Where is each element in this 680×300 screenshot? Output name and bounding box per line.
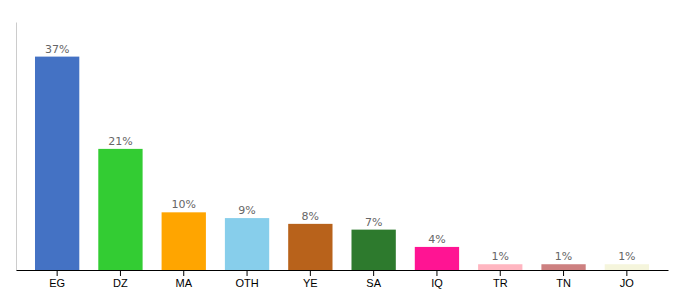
x-tick: IQ bbox=[431, 270, 443, 289]
bar bbox=[541, 264, 585, 270]
x-tick-label: TN bbox=[556, 277, 571, 289]
bar bbox=[288, 224, 332, 270]
data-label: 10% bbox=[172, 198, 196, 211]
data-label: 4% bbox=[428, 233, 445, 246]
x-tick-mark bbox=[500, 270, 501, 276]
x-tick-label: EG bbox=[49, 277, 65, 289]
x-tick-mark bbox=[436, 270, 437, 276]
plot: EG DZ MA OTH YE SA IQ TR TN JO 37% 21% 10% 9% 8% 7% 4% 1%… bbox=[17, 23, 669, 289]
x-tick-mark bbox=[183, 270, 184, 276]
x-tick-label: YE bbox=[303, 277, 318, 289]
x-tick-label: OTH bbox=[235, 277, 258, 289]
data-label: 8% bbox=[302, 210, 319, 223]
data-label: 1% bbox=[555, 250, 572, 263]
data-label: 1% bbox=[618, 250, 635, 263]
data-label: 21% bbox=[108, 135, 132, 148]
data-label: 9% bbox=[238, 204, 255, 217]
data-label: 37% bbox=[45, 43, 69, 56]
x-tick-label: IQ bbox=[431, 277, 443, 289]
x-tick-mark bbox=[563, 270, 564, 276]
data-label: 7% bbox=[365, 216, 382, 229]
data-labels: 37% 21% 10% 9% 8% 7% 4% 1% 1% 1% bbox=[45, 43, 636, 264]
bar bbox=[415, 247, 459, 270]
bar bbox=[225, 218, 269, 270]
bar bbox=[35, 57, 79, 270]
x-tick: TR bbox=[493, 270, 508, 289]
x-tick-mark bbox=[626, 270, 627, 276]
y-axis bbox=[16, 23, 17, 271]
x-tick-mark bbox=[120, 270, 121, 276]
x-tick-mark bbox=[373, 270, 374, 276]
x-tick-label: JO bbox=[620, 277, 635, 289]
x-tick-mark bbox=[57, 270, 58, 276]
x-tick: SA bbox=[366, 270, 381, 289]
bars bbox=[35, 57, 649, 270]
data-label: 1% bbox=[492, 250, 509, 263]
bar bbox=[605, 264, 649, 270]
x-tick: OTH bbox=[235, 270, 258, 289]
bar bbox=[478, 264, 522, 270]
bar bbox=[162, 212, 206, 270]
x-tick-label: DZ bbox=[113, 277, 128, 289]
x-tick: YE bbox=[303, 270, 318, 289]
x-tick-label: TR bbox=[493, 277, 508, 289]
bar bbox=[98, 149, 142, 270]
x-tick: JO bbox=[620, 270, 635, 289]
bar bbox=[351, 230, 395, 270]
x-tick-label: SA bbox=[366, 277, 381, 289]
x-tick: DZ bbox=[113, 270, 128, 289]
x-axis: EG DZ MA OTH YE SA IQ TR TN JO bbox=[17, 270, 669, 289]
chart-container: EG DZ MA OTH YE SA IQ TR TN JO 37% 21% 10% 9% 8% 7% 4% 1%… bbox=[0, 0, 680, 300]
x-tick-mark bbox=[247, 270, 248, 276]
x-tick-mark bbox=[310, 270, 311, 276]
y-axis-line bbox=[16, 23, 17, 271]
chart-svg: EG DZ MA OTH YE SA IQ TR TN JO 37% 21% 10% 9% 8% 7% 4% 1%… bbox=[0, 0, 680, 300]
x-tick: TN bbox=[556, 270, 571, 289]
x-tick-label: MA bbox=[175, 277, 192, 289]
x-tick: EG bbox=[49, 270, 65, 289]
x-tick: MA bbox=[175, 270, 192, 289]
x-axis-line bbox=[17, 270, 669, 271]
